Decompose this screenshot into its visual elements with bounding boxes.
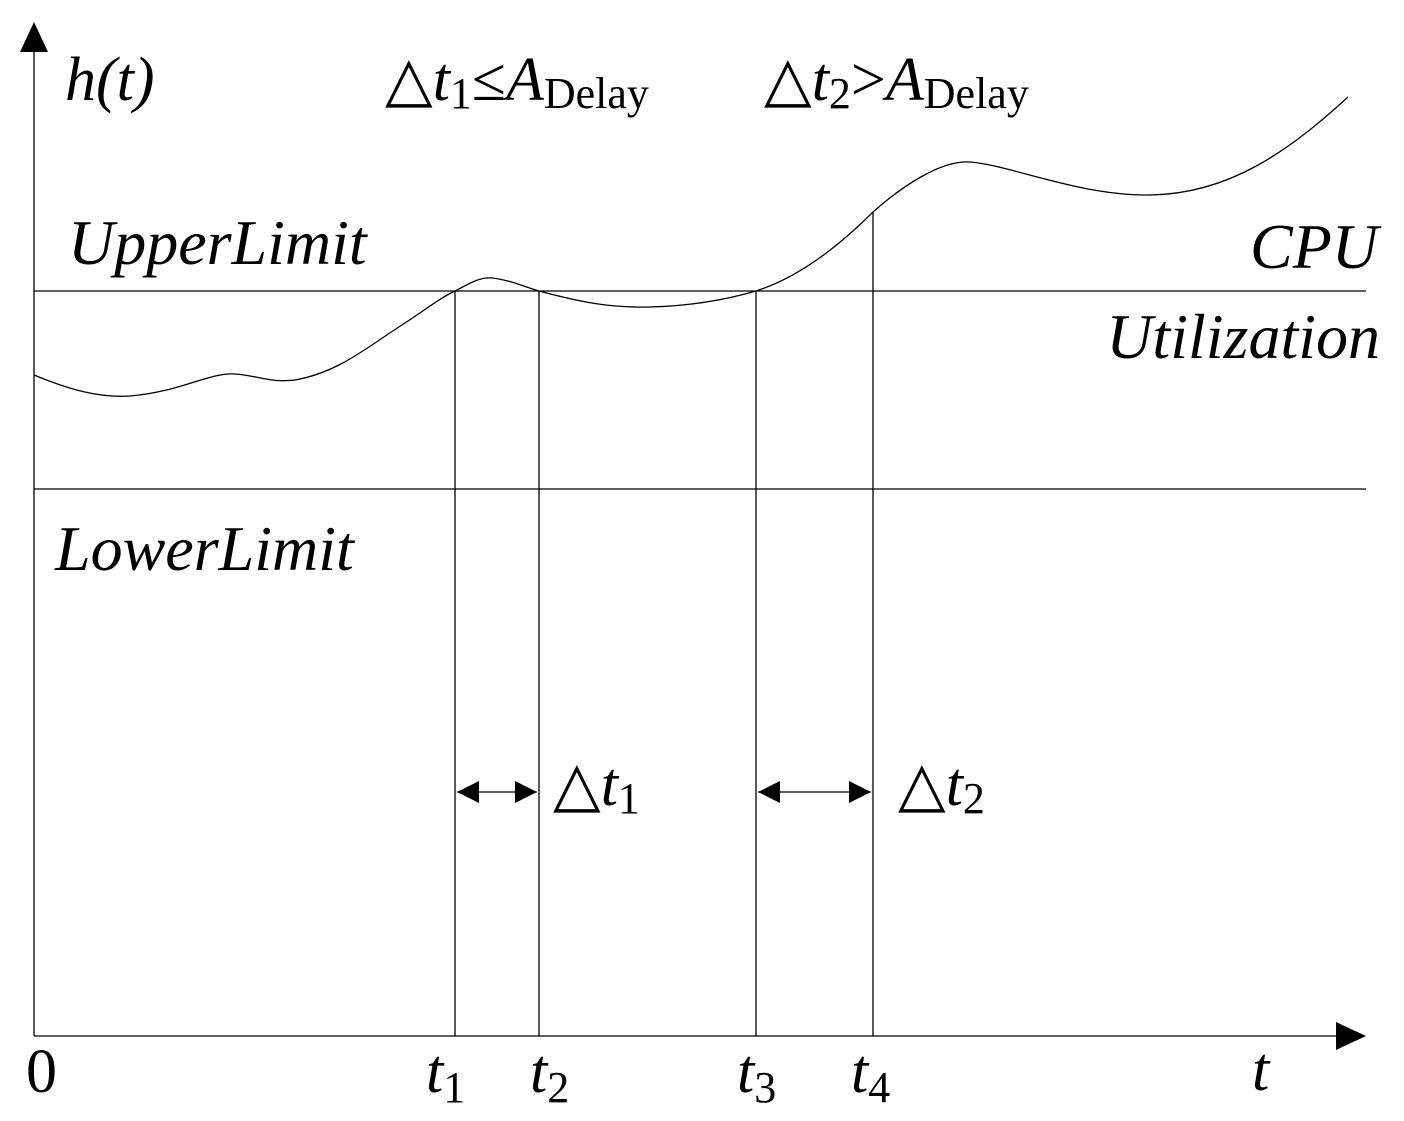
x-axis-label: t [1252,1036,1271,1104]
var: t [851,1038,870,1106]
a: A [882,46,925,114]
delta: △ [385,46,433,114]
origin-label: 0 [26,1038,57,1106]
lower-limit-label: LowerLimit [54,513,356,584]
delta: △ [553,751,601,819]
condition: △t1≤ADelay [385,46,649,118]
time-mark: t1 [426,1038,465,1112]
sub: 1 [618,774,640,823]
sub: 1 [443,1063,465,1112]
interval-label: △t2 [898,751,985,823]
curve-label: Utilization [1106,301,1380,372]
delta: △ [764,46,812,114]
sub: 3 [754,1063,776,1112]
a-sub: Delay [544,69,649,118]
delta: △ [898,751,946,819]
upper-limit-label: UpperLimit [68,207,369,278]
x-arrow [1336,1022,1366,1050]
condition: △t2>ADelay [764,46,1029,118]
var: t [601,751,620,819]
var: t [433,46,452,114]
sub: 2 [963,774,985,823]
time-mark: t4 [851,1038,890,1112]
sub: 1 [450,69,472,118]
var: t [426,1038,445,1106]
var: t [946,751,965,819]
interval-label: △t1 [553,751,640,823]
y-arrow [20,22,48,52]
var: t [812,46,831,114]
sub: 2 [547,1063,569,1112]
var: t [530,1038,549,1106]
y-axis-label: h(t) [65,46,155,114]
var: t [737,1038,756,1106]
a-sub: Delay [924,69,1029,118]
curve-label: CPU [1250,211,1382,282]
relation: ≤ [472,46,506,114]
time-mark: t3 [737,1038,776,1112]
sub: 4 [868,1063,890,1112]
sub: 2 [829,69,851,118]
time-mark: t2 [530,1038,569,1112]
cpu-curve [33,96,1349,397]
a: A [502,46,545,114]
relation: > [851,46,886,114]
